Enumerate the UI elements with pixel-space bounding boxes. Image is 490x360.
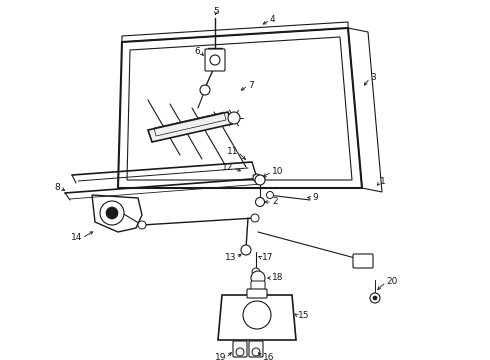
- Circle shape: [100, 201, 124, 225]
- Circle shape: [373, 296, 377, 300]
- Circle shape: [252, 268, 260, 276]
- FancyBboxPatch shape: [205, 49, 225, 71]
- Text: 2: 2: [272, 198, 278, 207]
- Text: 14: 14: [71, 234, 82, 243]
- Circle shape: [267, 192, 273, 198]
- Text: 13: 13: [224, 253, 236, 262]
- Text: 10: 10: [272, 167, 284, 176]
- Text: 20: 20: [386, 278, 397, 287]
- FancyBboxPatch shape: [233, 341, 247, 357]
- FancyBboxPatch shape: [249, 341, 263, 357]
- Circle shape: [200, 85, 210, 95]
- Circle shape: [253, 174, 261, 182]
- Circle shape: [255, 198, 265, 207]
- Circle shape: [251, 214, 259, 222]
- Circle shape: [236, 348, 244, 356]
- Text: 19: 19: [215, 354, 226, 360]
- Text: 15: 15: [298, 311, 310, 320]
- Circle shape: [252, 348, 260, 356]
- FancyBboxPatch shape: [353, 254, 373, 268]
- Circle shape: [106, 207, 118, 219]
- Circle shape: [228, 112, 240, 124]
- Text: 5: 5: [213, 8, 219, 17]
- Text: 4: 4: [270, 15, 275, 24]
- Text: 3: 3: [370, 73, 376, 82]
- Circle shape: [210, 55, 220, 65]
- Text: 7: 7: [248, 81, 254, 90]
- Text: 11: 11: [226, 148, 238, 157]
- Circle shape: [138, 221, 146, 229]
- Text: 12: 12: [221, 163, 233, 172]
- Text: 9: 9: [312, 194, 318, 202]
- Text: 8: 8: [54, 184, 60, 193]
- Circle shape: [251, 271, 265, 285]
- Polygon shape: [148, 112, 232, 142]
- Circle shape: [370, 293, 380, 303]
- Text: 16: 16: [263, 354, 274, 360]
- Circle shape: [241, 245, 251, 255]
- FancyBboxPatch shape: [251, 281, 265, 291]
- Text: 6: 6: [194, 48, 200, 57]
- Circle shape: [243, 301, 271, 329]
- Text: 18: 18: [272, 274, 284, 283]
- Text: 1: 1: [380, 177, 386, 186]
- FancyBboxPatch shape: [247, 289, 267, 298]
- Text: 17: 17: [262, 253, 273, 262]
- Circle shape: [255, 175, 265, 185]
